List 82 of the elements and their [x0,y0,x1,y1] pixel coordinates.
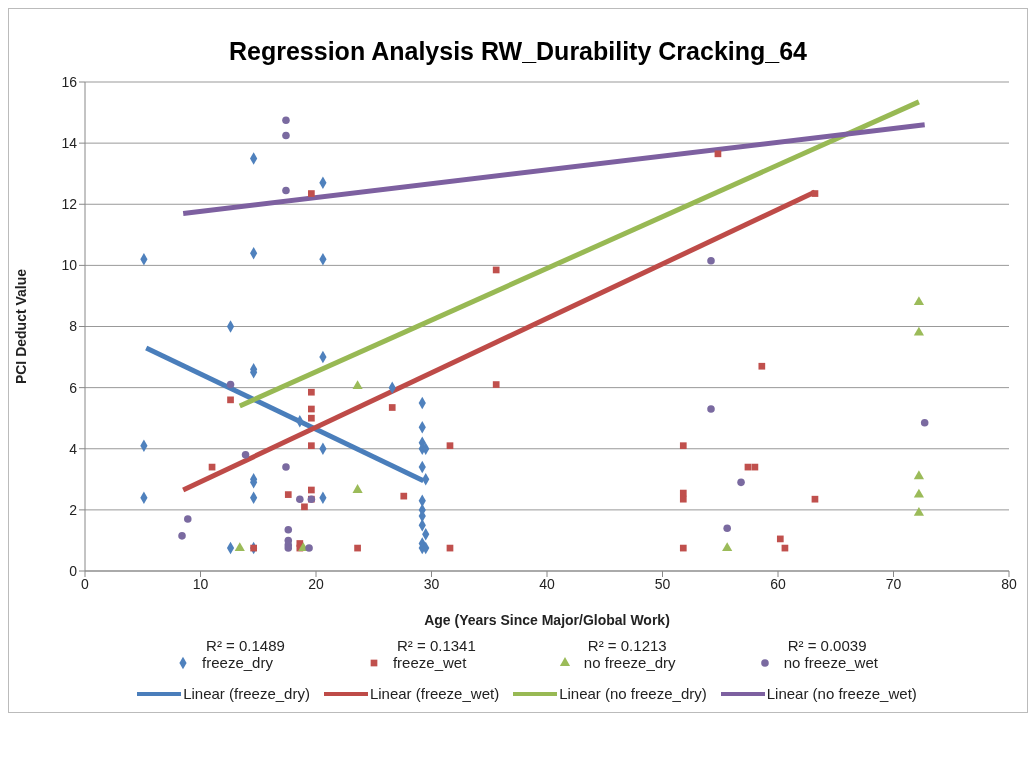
legend-label: Linear (freeze_dry) [183,685,310,702]
point [723,524,731,532]
point [282,131,290,140]
point [758,362,766,370]
point [241,451,250,459]
x-tick-label: 80 [1001,575,1017,592]
point [811,190,819,197]
legend-label: no freeze_wet [783,654,878,671]
point [308,190,315,197]
x-tick-label: 30 [423,575,440,592]
point [811,495,819,503]
chart-title: Regression Analysis RW_Durability Cracking_64 [228,36,808,67]
y-tick-label: 4 [69,440,78,457]
point [284,525,293,534]
point [707,405,715,413]
point [446,442,454,450]
point [913,507,925,516]
x-axis-title: Age (Years Since Major/Global Work) [424,612,670,628]
point [913,488,925,498]
point [184,515,192,523]
point [400,492,408,500]
text: R² = 0.1341 [395,637,476,654]
point [308,405,315,413]
point [722,542,733,552]
legend-label: no freeze_dry [583,654,676,671]
point [679,544,687,552]
legend-label: Linear (no freeze_dry) [559,685,707,702]
y-tick-label: 14 [61,135,78,152]
y-tick-label: 12 [61,196,78,213]
point [308,414,315,422]
point [308,442,315,450]
x-tick-label: 10 [192,575,209,592]
point [234,542,245,552]
x-tick-label: 60 [770,575,786,592]
x-tick-label: 40 [539,575,555,592]
point [282,116,290,124]
y-tick-label: 10 [61,257,78,274]
point [352,380,363,390]
point [737,478,745,487]
y-tick-label: 16 [61,73,78,90]
x-tick-label: 20 [308,575,324,592]
point [679,489,687,497]
point [226,380,235,389]
y-tick-label: 8 [69,318,78,335]
text: R² = 0.1213 [586,637,667,654]
point [492,381,500,388]
x-tick-label: 70 [885,575,902,592]
legend-label: Linear (no freeze_wet) [766,685,917,702]
point [282,186,290,195]
legend-label: freeze_dry [202,654,273,671]
point [227,396,234,404]
point [282,463,290,471]
point [679,495,687,503]
point [492,266,500,274]
legend-label: Linear (freeze_wet) [369,685,500,702]
point [913,326,925,336]
x-tick-label: 0 [81,575,90,592]
y-tick-label: 6 [69,379,78,396]
point [305,544,313,552]
legend-label: freeze_wet [392,654,467,671]
point [707,257,715,265]
point [388,404,396,411]
point [301,503,308,511]
point [308,486,315,494]
y-axis-title: PCI Deduct Value [12,268,29,385]
y-tick-label: 2 [69,501,78,518]
text: R² = 0.1489 [205,637,285,654]
point [178,532,186,540]
point [354,544,361,552]
point [308,388,315,396]
point [679,442,687,450]
point [913,470,925,480]
point [714,150,722,158]
point [352,484,363,493]
text: R² = 0.0039 [786,637,867,654]
point [920,418,929,427]
point [296,495,304,503]
x-tick-label: 50 [654,575,671,592]
point [776,535,784,543]
y-tick-label: 0 [69,562,78,579]
point [284,491,292,498]
point [913,296,925,305]
